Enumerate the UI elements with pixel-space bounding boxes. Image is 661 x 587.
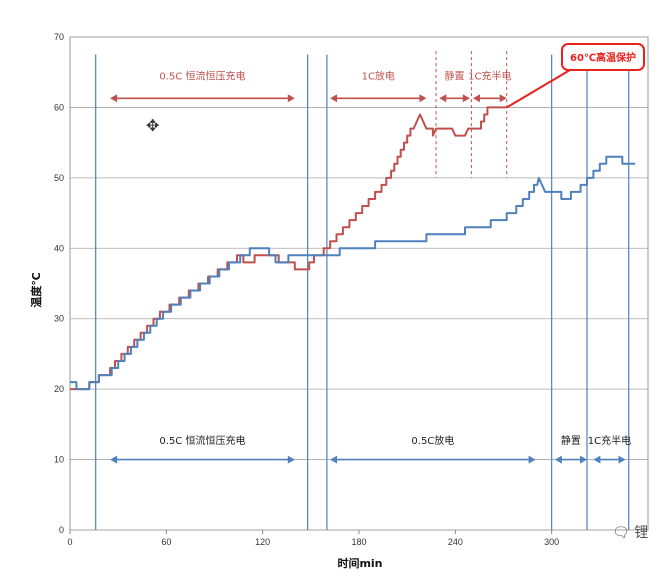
phase-top-arrow-right-head <box>499 94 507 103</box>
x-tick-label: 120 <box>255 537 270 547</box>
phase-bottom-label: 0.5C放电 <box>411 434 454 447</box>
phase-bottom-arrow-right-head <box>287 455 295 464</box>
series-line-red <box>70 106 507 391</box>
phase-top-arrow-left-head <box>330 94 338 103</box>
phase-top-label: 0.5C 恒流恒压充电 <box>159 69 245 82</box>
x-tick-label: 240 <box>448 537 463 547</box>
y-tick-label: 50 <box>54 173 64 183</box>
series-lines <box>70 106 636 391</box>
y-tick-label: 40 <box>54 243 64 253</box>
phase-bottom-label: 0.5C 恒流恒压充电 <box>159 434 245 447</box>
y-tick-label: 0 <box>59 525 64 535</box>
phase-bottom-arrow-left-head <box>330 455 338 464</box>
phase-bottom-label: 静置 <box>561 434 581 447</box>
phase-boundary-lines <box>95 51 630 530</box>
x-tick-label: 0 <box>67 537 72 547</box>
phase-annotations: 0.5C 恒流恒压充电 1C放电 静置 1C充半电0.5C 恒流恒压充电 0.5C放电静… <box>110 69 631 464</box>
phase-top-arrow-right-head <box>462 94 470 103</box>
x-tick-label: 300 <box>544 537 559 547</box>
phase-bottom-label: 1C充半电 <box>588 434 631 447</box>
phase-bottom-arrow-right-head <box>579 455 587 464</box>
y-axis-label: 温度℃ <box>29 272 43 307</box>
phase-top-arrow-left-head <box>472 94 480 103</box>
phase-top-arrow-right-head <box>419 94 427 103</box>
phase-bottom-arrow-left-head <box>554 455 562 464</box>
y-tick-label: 70 <box>54 32 64 42</box>
phase-top-arrow-right-head <box>287 94 295 103</box>
phase-top-label: 静置 <box>445 69 465 82</box>
y-tick-label: 10 <box>54 455 64 465</box>
phase-top-arrow-left-head <box>439 94 447 103</box>
phase-bottom-arrow-right-head <box>618 455 626 464</box>
y-tick-label: 60 <box>54 102 64 112</box>
callout-box <box>561 43 645 71</box>
y-axis-ticks: 0 10 20 30 40 50 60 70 <box>54 32 64 535</box>
phase-top-label: 1C放电 <box>362 69 395 82</box>
x-axis-label: 时间min <box>337 556 382 570</box>
y-tick-label: 20 <box>54 384 64 394</box>
series-line-blue <box>70 155 636 391</box>
phase-top-label: 1C充半电 <box>468 69 511 82</box>
phase-bottom-arrow-left-head <box>110 455 118 464</box>
callout-label: 60℃高温保护 <box>570 51 636 64</box>
y-tick-label: 30 <box>54 314 64 324</box>
phase-bottom-arrow-right-head <box>528 455 536 464</box>
callout-pointer <box>506 69 571 109</box>
phase-bottom-arrow-left-head <box>593 455 601 464</box>
watermark-logo: 🗨 锂 <box>612 525 649 541</box>
x-tick-label: 180 <box>351 537 366 547</box>
x-tick-label: 60 <box>161 537 171 547</box>
phase-top-arrow-left-head <box>110 94 118 103</box>
move-cursor-icon: ✥ <box>146 116 160 135</box>
callout: 60℃高温保护 <box>506 43 645 109</box>
x-axis-ticks: 0 60 120 180 240 300 <box>67 530 559 547</box>
